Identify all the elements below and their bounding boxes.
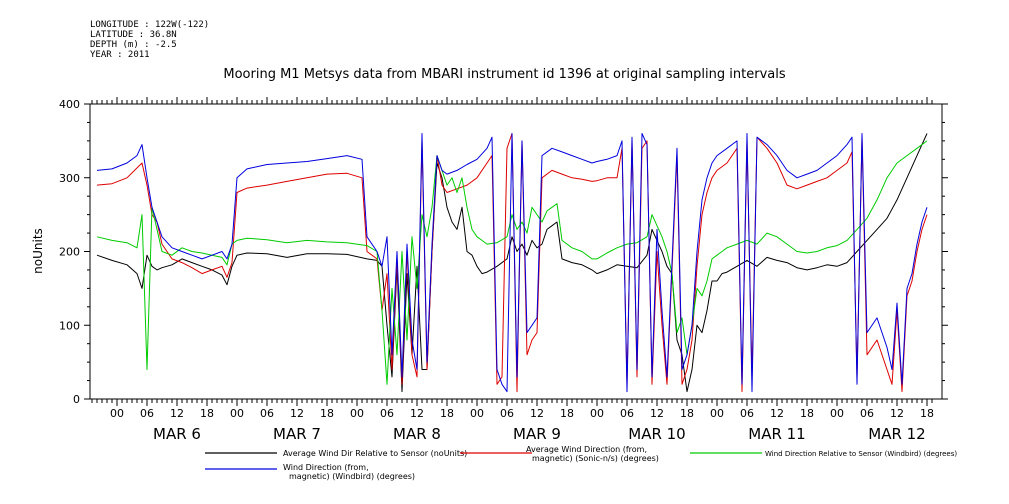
legend-entry-3: Wind Direction Relative to Sensor (Windb… xyxy=(690,450,957,458)
series-line-3 xyxy=(96,140,928,385)
x-hour-label: 18 xyxy=(680,407,694,420)
x-day-label: MAR 11 xyxy=(748,425,805,443)
legend-label: Wind Direction (from, magnetic) (Windbird… xyxy=(283,463,415,481)
x-hour-label: 06 xyxy=(380,407,394,420)
x-day-label: MAR 7 xyxy=(273,425,321,443)
x-day-label: MAR 10 xyxy=(628,425,685,443)
x-day-label: MAR 12 xyxy=(868,425,925,443)
y-tick-label: 300 xyxy=(59,172,80,185)
longitude-label: LONGITUDE : 122W(-122) xyxy=(90,20,210,30)
x-hour-label: 12 xyxy=(170,407,184,420)
series-line-4 xyxy=(96,133,928,393)
x-hour-label: 18 xyxy=(320,407,334,420)
x-hour-label: 06 xyxy=(140,407,154,420)
legend-label: Average Wind Direction (from, magnetic) (… xyxy=(526,445,659,463)
x-hour-label: 18 xyxy=(200,407,214,420)
x-hour-label: 06 xyxy=(740,407,754,420)
x-hour-label: 06 xyxy=(620,407,634,420)
chart-title: Mooring M1 Metsys data from MBARI instru… xyxy=(223,67,786,82)
x-hour-label: 18 xyxy=(560,407,574,420)
x-hour-label: 00 xyxy=(830,407,844,420)
x-day-label: MAR 6 xyxy=(153,425,201,443)
legend-label: Wind Direction Relative to Sensor (Windb… xyxy=(765,450,957,458)
legend-entry-4: Wind Direction (from, magnetic) (Windbird… xyxy=(205,463,415,481)
x-hour-label: 18 xyxy=(800,407,814,420)
y-axis-label: noUnits xyxy=(31,228,45,274)
x-hour-label: 12 xyxy=(650,407,664,420)
x-hour-label: 12 xyxy=(770,407,784,420)
legend-entry-2: Average Wind Direction (from, magnetic) (… xyxy=(460,445,659,463)
year-label: YEAR : 2011 xyxy=(90,50,150,60)
x-hour-label: 12 xyxy=(290,407,304,420)
x-hour-label: 00 xyxy=(710,407,724,420)
x-hour-label: 06 xyxy=(860,407,874,420)
series-line-1 xyxy=(96,133,928,393)
y-tick-label: 400 xyxy=(59,98,80,111)
x-hour-label: 18 xyxy=(920,407,934,420)
x-hour-label: 00 xyxy=(590,407,604,420)
x-hour-label: 18 xyxy=(440,407,454,420)
series-line-2 xyxy=(96,133,928,393)
y-tick-label: 0 xyxy=(73,393,80,406)
y-tick-label: 100 xyxy=(59,319,80,332)
x-day-label: MAR 8 xyxy=(393,425,441,443)
depth-label: DEPTH (m) : -2.5 xyxy=(90,40,177,50)
x-hour-label: 00 xyxy=(470,407,484,420)
legend-label: Average Wind Dir Relative to Sensor (noU… xyxy=(283,449,467,458)
x-hour-label: 00 xyxy=(350,407,364,420)
x-hour-label: 00 xyxy=(230,407,244,420)
legend-entry-1: Average Wind Dir Relative to Sensor (noU… xyxy=(205,449,467,458)
x-hour-label: 00 xyxy=(110,407,124,420)
x-hour-label: 12 xyxy=(530,407,544,420)
latitude-label: LATITUDE : 36.8N xyxy=(90,30,177,40)
metadata-block: LONGITUDE : 122W(-122) LATITUDE : 36.8N … xyxy=(90,20,209,60)
x-hour-label: 12 xyxy=(410,407,424,420)
x-hour-label: 06 xyxy=(500,407,514,420)
x-hour-label: 12 xyxy=(890,407,904,420)
x-hour-label: 06 xyxy=(260,407,274,420)
y-tick-label: 200 xyxy=(59,246,80,259)
x-day-label: MAR 9 xyxy=(513,425,561,443)
